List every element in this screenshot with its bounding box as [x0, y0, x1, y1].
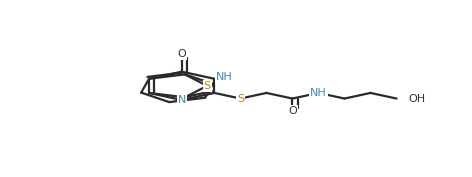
Text: O: O: [288, 106, 297, 116]
Text: NH: NH: [310, 88, 327, 98]
Text: S: S: [203, 81, 211, 91]
Text: O: O: [177, 49, 186, 59]
Text: N: N: [177, 95, 186, 105]
Text: OH: OH: [408, 94, 425, 104]
Text: S: S: [237, 94, 244, 104]
Text: NH: NH: [216, 72, 232, 82]
